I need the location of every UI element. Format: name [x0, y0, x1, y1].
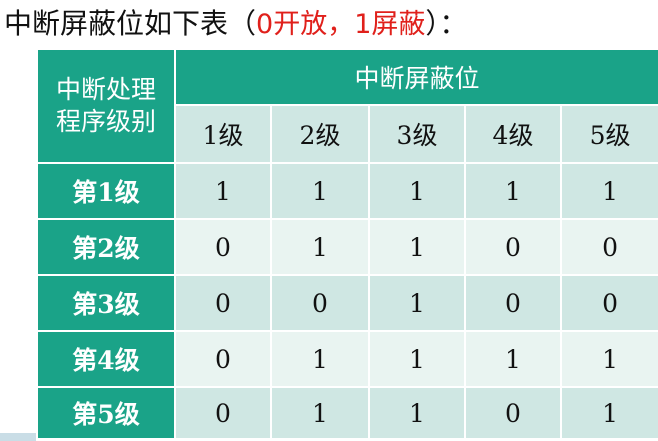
mask-cell: 0	[174, 218, 272, 276]
title-highlight: 0开放，1屏蔽	[256, 9, 426, 40]
mask-cell: 0	[464, 386, 562, 440]
table-row: 第3级 0 0 1 0 0	[36, 274, 658, 332]
mask-cell: 1	[368, 218, 466, 276]
mask-cell: 1	[270, 218, 370, 276]
mask-cell: 1	[368, 162, 466, 220]
mask-cell: 0	[174, 330, 272, 388]
mask-cell: 1	[559, 386, 658, 440]
column-header-4: 4级	[464, 104, 562, 164]
mask-cell: 1	[270, 330, 370, 388]
mask-cell: 1	[174, 162, 272, 220]
mask-cell: 1	[270, 386, 370, 440]
row-label: 第4级	[36, 330, 176, 388]
corner-header-line-2: 程序级别	[55, 107, 156, 136]
group-header: 中断屏蔽位	[173, 48, 658, 106]
title-suffix: ）：	[425, 7, 468, 40]
table-row: 第2级 0 1 1 0 0	[36, 218, 658, 276]
mask-cell: 0	[174, 274, 272, 332]
mask-cell: 0	[270, 274, 370, 332]
table-row: 第1级 1 1 1 1 1	[36, 162, 658, 220]
corner-header-line-1: 中断处理	[55, 75, 156, 104]
mask-cell: 0	[464, 274, 562, 332]
slide-footer-decoration	[0, 433, 36, 441]
table-row: 第4级 0 1 1 1 1	[36, 330, 658, 388]
row-label: 第5级	[36, 386, 176, 440]
row-label: 第3级	[36, 274, 176, 332]
column-header-5: 5级	[559, 104, 658, 164]
slide-title: 中断屏蔽位如下表（0开放，1屏蔽）：	[4, 4, 467, 44]
row-label: 第1级	[36, 162, 176, 220]
column-header-1: 1级	[174, 104, 272, 164]
mask-cell: 0	[559, 274, 658, 332]
column-header-2: 2级	[270, 104, 370, 164]
column-header-3: 3级	[368, 104, 466, 164]
mask-cell: 1	[464, 330, 562, 388]
table-row: 第5级 0 1 1 0 1	[36, 386, 658, 440]
mask-cell: 1	[559, 162, 658, 220]
mask-cell: 0	[559, 218, 658, 276]
interrupt-mask-table: 中断处理 程序级别 中断屏蔽位 1级 2级 3级 4级 5级 第1级 1 1 1…	[36, 48, 658, 440]
corner-header: 中断处理 程序级别	[36, 48, 176, 164]
title-prefix: 中断屏蔽位如下表（	[4, 7, 257, 40]
mask-cell: 1	[559, 330, 658, 388]
mask-cell: 0	[464, 218, 562, 276]
mask-cell: 1	[368, 274, 466, 332]
mask-cell: 1	[368, 386, 466, 440]
mask-cell: 0	[174, 386, 272, 440]
mask-cell: 1	[464, 162, 562, 220]
mask-cell: 1	[368, 330, 466, 388]
mask-cell: 1	[270, 162, 370, 220]
row-label: 第2级	[36, 218, 176, 276]
